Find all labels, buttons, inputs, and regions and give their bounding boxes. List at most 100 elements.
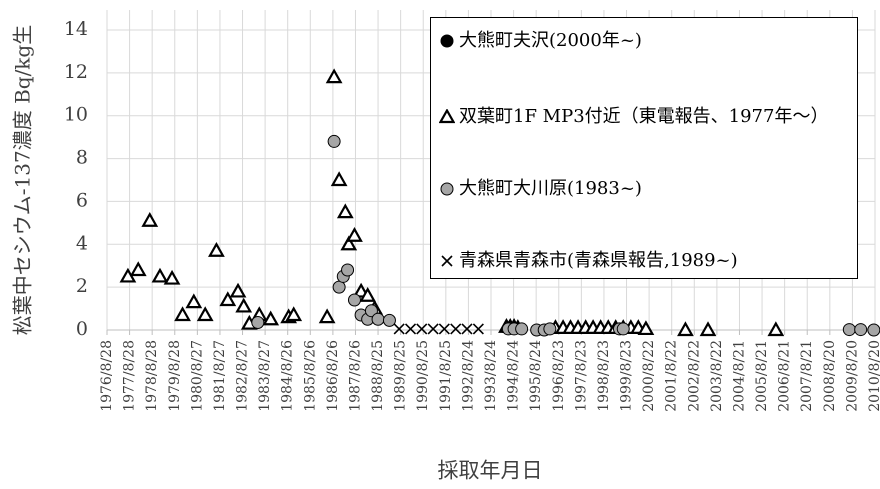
triangle-marker — [235, 297, 253, 313]
triangle-marker — [129, 261, 147, 277]
legend-entry: 大熊町夫沢(2000年~) — [439, 22, 839, 60]
circle-marker — [251, 316, 265, 329]
x-tick-label: 1994/8/24 — [506, 340, 522, 412]
y-tick-label: 8 — [76, 147, 88, 169]
x-marker — [441, 255, 453, 267]
x-tick-label: 2003/8/22 — [709, 340, 725, 412]
x-marker — [404, 323, 417, 335]
legend-marker — [438, 108, 456, 124]
legend-marker — [440, 182, 454, 196]
circle-marker — [616, 322, 630, 336]
legend-entry: 大熊町大川原(1983~) — [439, 170, 839, 208]
triangle-marker — [318, 308, 336, 324]
circle-marker — [440, 34, 454, 48]
x-axis-title: 採取年月日 — [438, 459, 543, 483]
x-tick-label: 2002/8/22 — [686, 340, 702, 412]
x-marker — [393, 323, 405, 335]
x-tick-label: 1977/8/28 — [122, 340, 138, 412]
x-tick-label: 1981/8/27 — [212, 340, 228, 412]
triangle-marker — [637, 320, 655, 336]
x-tick-label: 2006/8/21 — [777, 340, 793, 412]
x-marker — [416, 323, 428, 335]
y-tick-label: 12 — [64, 61, 88, 83]
circle-marker — [347, 293, 361, 307]
x-tick-label: 2009/8/20 — [844, 340, 860, 412]
triangle-marker — [208, 241, 225, 257]
x-tick-label: 2005/8/21 — [754, 340, 770, 412]
x-marker — [427, 323, 439, 335]
legend-label: 大熊町夫沢(2000年~) — [459, 30, 642, 51]
x-tick-label: 1982/8/27 — [235, 340, 251, 412]
x-tick-label: 2004/8/21 — [731, 340, 747, 412]
legend: 大熊町夫沢(2000年~) 双葉町1F MP3付近（東電報告、1977年～） 大熊町… — [430, 17, 858, 279]
circle-marker — [382, 313, 396, 327]
triangle-marker — [174, 306, 191, 322]
x-tick-label: 1988/8/25 — [370, 340, 386, 412]
x-tick-label: 1999/8/23 — [619, 340, 635, 412]
x-tick-label: 2001/8/22 — [664, 340, 680, 412]
x-tick-label: 1992/8/24 — [460, 340, 476, 412]
triangle-marker — [438, 108, 456, 124]
triangle-marker — [219, 291, 237, 307]
triangle-marker — [151, 267, 169, 283]
circle-marker — [364, 304, 378, 318]
x-tick-label: 1993/8/24 — [483, 340, 499, 412]
x-tick-label: 1987/8/26 — [347, 340, 363, 412]
y-tick-label: 6 — [76, 189, 88, 211]
x-tick-label: 1996/8/23 — [551, 340, 567, 412]
x-tick-label: 1978/8/28 — [144, 340, 160, 412]
triangle-marker — [325, 68, 343, 84]
x-tick-label: 2010/8/20 — [867, 340, 880, 412]
circle-marker — [327, 134, 341, 148]
x-marker — [438, 323, 450, 335]
x-tick-label: 1976/8/28 — [99, 340, 115, 412]
triangle-marker — [336, 203, 354, 219]
y-tick-label: 14 — [64, 18, 88, 40]
circle-marker — [341, 263, 355, 277]
x-marker — [461, 323, 473, 335]
x-tick-label: 1995/8/24 — [528, 340, 544, 412]
x-tick-label: 1997/8/23 — [573, 340, 589, 412]
triangle-marker — [163, 269, 181, 285]
triangle-marker — [699, 321, 717, 337]
x-tick-label: 1983/8/27 — [257, 340, 273, 412]
circle-marker — [854, 323, 868, 337]
legend-marker — [441, 255, 453, 267]
triangle-marker — [767, 321, 785, 337]
x-marker — [450, 323, 462, 335]
x-tick-label: 1979/8/28 — [167, 340, 183, 412]
triangle-marker — [285, 306, 303, 322]
x-tick-label: 1991/8/25 — [438, 340, 454, 412]
triangle-marker — [359, 286, 377, 302]
triangle-marker — [677, 321, 694, 337]
triangle-marker — [196, 306, 214, 322]
circle-marker — [543, 322, 557, 336]
legend-entry: 双葉町1F MP3付近（東電報告、1977年～） — [438, 98, 839, 136]
triangle-marker — [262, 310, 280, 326]
legend-entry: 青森県青森市(青森県報告,1989~) — [439, 242, 839, 280]
triangle-marker — [330, 171, 348, 187]
y-tick-label: 10 — [64, 104, 88, 126]
y-tick-label: 0 — [76, 318, 88, 340]
circle-marker — [440, 182, 454, 196]
triangle-marker — [229, 282, 247, 298]
x-tick-label: 1980/8/27 — [189, 340, 205, 412]
x-tick-label: 1990/8/25 — [415, 340, 431, 412]
x-tick-label: 1989/8/25 — [393, 340, 409, 412]
legend-marker — [440, 34, 454, 48]
triangle-marker — [346, 226, 363, 242]
triangle-marker — [141, 211, 159, 227]
x-marker — [472, 323, 484, 335]
x-tick-label: 1986/8/26 — [325, 340, 341, 412]
circle-marker — [515, 322, 529, 336]
legend-label: 大熊町大川原(1983~) — [459, 178, 642, 199]
y-axis-title: 松葉中セシウム-137濃度 Bq/kg生 — [11, 25, 35, 335]
legend-label: 双葉町1F MP3付近（東電報告、1977年～） — [459, 106, 829, 127]
y-tick-label: 4 — [76, 232, 88, 254]
circle-marker — [842, 323, 856, 337]
x-tick-label: 1998/8/23 — [596, 340, 612, 412]
circle-marker — [371, 312, 385, 326]
triangle-marker — [185, 293, 203, 309]
legend-label: 青森県青森市(青森県報告,1989~) — [459, 250, 738, 271]
